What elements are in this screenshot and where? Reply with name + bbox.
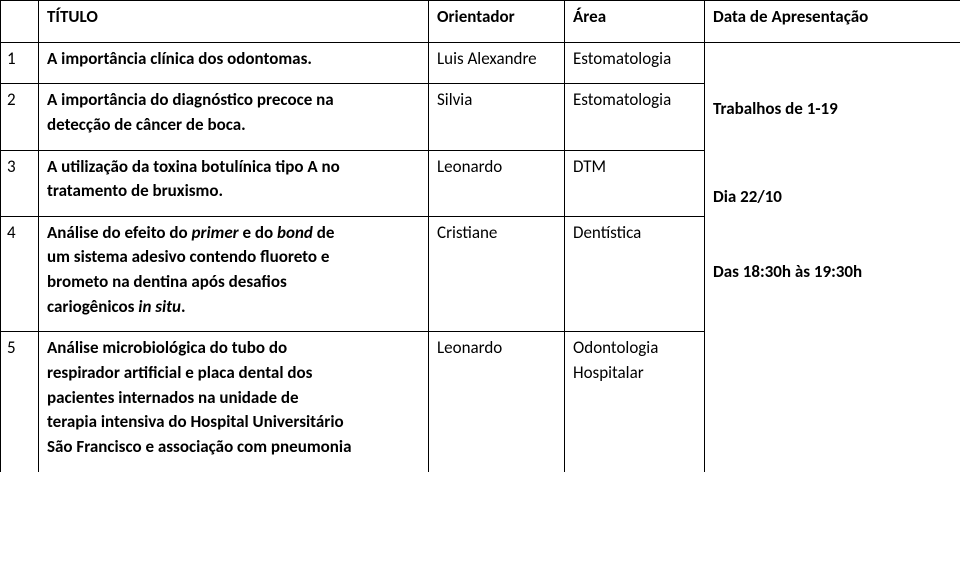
title-line: terapia intensiva do Hospital Universitá… bbox=[47, 411, 344, 432]
header-num bbox=[1, 1, 39, 43]
title-italic: primer bbox=[192, 222, 239, 243]
title-part: e do bbox=[239, 222, 277, 243]
date-presentation-cell: Trabalhos de 1-19 Dia 22/10 Das 18:30h à… bbox=[705, 42, 960, 332]
title-part: . bbox=[181, 296, 186, 317]
row-title: A importância clínica dos odontomas. bbox=[39, 42, 429, 84]
title-line: Análise microbiológica do tubo do bbox=[47, 337, 287, 358]
row-title: Análise microbiológica do tubo do respir… bbox=[39, 332, 429, 472]
row-num: 4 bbox=[1, 216, 39, 332]
date-line-time: Das 18:30h às 19:30h bbox=[713, 260, 952, 285]
table-row: 5 Análise microbiológica do tubo do resp… bbox=[1, 332, 960, 472]
title-line: A utilização da toxina botulínica tipo A… bbox=[47, 156, 340, 177]
title-line: detecção de câncer de boca. bbox=[47, 114, 246, 135]
date-inner: Trabalhos de 1-19 Dia 22/10 Das 18:30h à… bbox=[713, 47, 952, 285]
title-line: A importância do diagnóstico precoce na bbox=[47, 89, 334, 110]
date-line-day: Dia 22/10 bbox=[713, 185, 952, 210]
document-page: TÍTULO Orientador Área Data de Apresenta… bbox=[0, 0, 960, 472]
row-area: Odontologia Hospitalar bbox=[565, 332, 705, 472]
table-row: 1 A importância clínica dos odontomas. L… bbox=[1, 42, 960, 84]
row-orientador: Leonardo bbox=[429, 332, 565, 472]
row-area: Estomatologia bbox=[565, 42, 705, 84]
row-num: 5 bbox=[1, 332, 39, 472]
title-line: pacientes internados na unidade de bbox=[47, 387, 299, 408]
schedule-table: TÍTULO Orientador Área Data de Apresenta… bbox=[0, 0, 960, 472]
row-orientador: Luis Alexandre bbox=[429, 42, 565, 84]
header-titulo: TÍTULO bbox=[39, 1, 429, 43]
title-line: tratamento de bruxismo. bbox=[47, 180, 223, 201]
row-orientador: Cristiane bbox=[429, 216, 565, 332]
row-orientador: Leonardo bbox=[429, 150, 565, 216]
title-italic: in situ bbox=[138, 296, 181, 317]
row-num: 1 bbox=[1, 42, 39, 84]
row-area: Dentística bbox=[565, 216, 705, 332]
title-line: respirador artificial e placa dental dos bbox=[47, 362, 312, 383]
row-num: 3 bbox=[1, 150, 39, 216]
date-presentation-cell-cont bbox=[705, 332, 960, 472]
header-data: Data de Apresentação bbox=[705, 1, 960, 43]
title-line: um sistema adesivo contendo fluoreto e bbox=[47, 246, 329, 267]
title-line: São Francisco e associação com pneumonia bbox=[47, 436, 351, 457]
row-area: DTM bbox=[565, 150, 705, 216]
row-num: 2 bbox=[1, 84, 39, 150]
table-header-row: TÍTULO Orientador Área Data de Apresenta… bbox=[1, 1, 960, 43]
area-line: Odontologia bbox=[573, 337, 658, 358]
date-line-range: Trabalhos de 1-19 bbox=[713, 97, 952, 122]
row-title: Análise do efeito do primer e do bond de… bbox=[39, 216, 429, 332]
header-area: Área bbox=[565, 1, 705, 43]
row-title: A importância do diagnóstico precoce na … bbox=[39, 84, 429, 150]
title-italic: bond bbox=[277, 222, 313, 243]
area-line: Hospitalar bbox=[573, 362, 644, 383]
row-title: A utilização da toxina botulínica tipo A… bbox=[39, 150, 429, 216]
title-part: cariogênicos bbox=[47, 296, 138, 317]
header-orientador: Orientador bbox=[429, 1, 565, 43]
title-part: de bbox=[313, 222, 335, 243]
row-orientador: Silvia bbox=[429, 84, 565, 150]
row-area: Estomatologia bbox=[565, 84, 705, 150]
title-line: brometo na dentina após desafios bbox=[47, 271, 287, 292]
title-part: Análise do efeito do bbox=[47, 222, 192, 243]
